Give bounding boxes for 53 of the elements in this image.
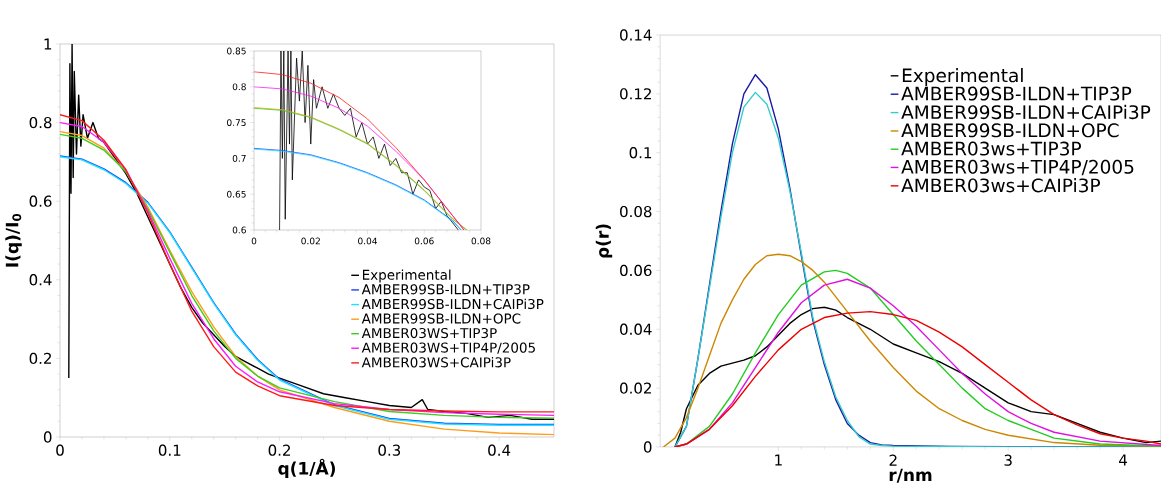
legend-label: AMBER03ws+TIP4P/2005 <box>901 159 1134 176</box>
legend-label: AMBER03ws+CAIPi3P <box>901 178 1100 193</box>
x-tick-label: 0.2 <box>268 444 290 456</box>
y-tick-label: 0 <box>43 431 52 443</box>
line-series <box>254 107 468 230</box>
x-tick-label: 0 <box>251 237 257 245</box>
x-tick-label: 0.3 <box>378 444 401 456</box>
x-tick-label: 0.4 <box>488 444 511 456</box>
y-tick-label: 0.75 <box>227 119 246 126</box>
x-tick-label: 0.08 <box>471 237 491 245</box>
y-tick-label: 0.65 <box>227 190 246 198</box>
y-tick-label: 0.85 <box>227 47 246 55</box>
y-tick-label: 0.08 <box>620 205 652 218</box>
legend-label: AMBER03WS+TIP3P <box>361 327 497 339</box>
legend-label: AMBER99SB-ILDN+CAIPi3P <box>361 298 544 310</box>
x-tick-label: 1 <box>775 454 782 466</box>
line-series <box>279 50 459 230</box>
y-tick-label: 0.8 <box>232 83 246 91</box>
y-tick-label: 0.6 <box>29 195 52 207</box>
y-tick-label: 0.4 <box>29 274 52 286</box>
y-tick-label: 0.8 <box>29 116 52 129</box>
x-axis-title: q(1/Å) <box>278 458 335 479</box>
y-tick-label: 0.6 <box>232 226 246 234</box>
legend-label: AMBER99SB-ILDN+TIP3P <box>901 86 1132 101</box>
x-tick-label: 0.04 <box>358 237 378 245</box>
y-tick-label: 0.04 <box>620 323 652 335</box>
x-tick-label: 0.06 <box>414 237 434 245</box>
x-tick-label: 0.1 <box>158 444 181 456</box>
x-tick-label: 3 <box>1004 454 1012 466</box>
legend-label: AMBER99SB-ILDN+OPC <box>361 313 521 324</box>
y-tick-label: 0.1 <box>629 147 652 159</box>
y-axis-title: ρ(r) <box>595 224 613 258</box>
y-tick-label: 0.7 <box>232 154 246 162</box>
x-tick-label: 2 <box>889 454 897 466</box>
y-tick-label: 0.2 <box>29 352 51 365</box>
legend-label: Experimental <box>902 68 1023 86</box>
y-tick-label: 1 <box>44 38 52 50</box>
x-axis-title: r/nm <box>889 468 932 483</box>
y-tick-label: 0.14 <box>620 29 652 41</box>
x-tick-label: 0 <box>56 444 64 456</box>
legend-label: AMBER03WS+CAIPi3P <box>361 357 511 368</box>
legend-label: AMBER99SB-ILDN+TIP3P <box>361 284 530 295</box>
legend-label: Experimental <box>362 269 451 283</box>
y-tick-label: 0.12 <box>620 88 651 100</box>
y-tick-label: 0.06 <box>620 264 652 277</box>
x-tick-label: 4 <box>1119 454 1128 466</box>
legend-label: AMBER99SB-ILDN+OPC <box>901 123 1119 138</box>
y-tick-label: 0.02 <box>620 382 651 394</box>
y-axis-title: I(q)/I$_{0}$ <box>5 213 22 267</box>
legend-label: AMBER99SB-ILDN+CAIPi3P <box>901 104 1151 120</box>
legend-label: AMBER03ws+TIP3P <box>901 141 1081 156</box>
x-tick-label: 0.02 <box>301 237 320 245</box>
legend-label: AMBER03WS+TIP4P/2005 <box>361 342 535 354</box>
